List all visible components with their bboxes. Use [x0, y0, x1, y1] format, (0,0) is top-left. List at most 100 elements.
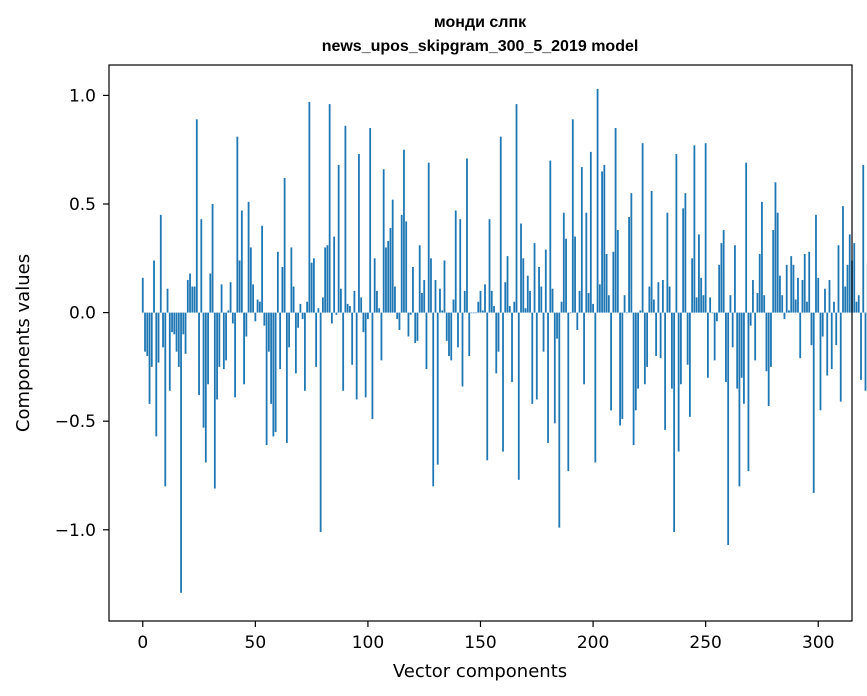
- bar-87: [337, 164, 340, 313]
- bar-269: [747, 312, 750, 472]
- bar-284: [781, 295, 784, 313]
- bar-267: [743, 312, 745, 404]
- bar-58: [272, 312, 275, 437]
- bar-301: [819, 312, 822, 411]
- bar-4: [150, 312, 153, 367]
- bar-147: [472, 312, 475, 314]
- bar-103: [373, 258, 376, 313]
- bar-196: [583, 312, 585, 385]
- bar-255: [716, 312, 718, 322]
- bar-313: [846, 264, 849, 313]
- bar-137: [450, 312, 453, 361]
- bar-179: [544, 249, 547, 313]
- bar-193: [576, 312, 579, 330]
- chart-title-line1: монди слпк: [434, 14, 527, 31]
- bar-211: [616, 230, 619, 313]
- bar-78: [317, 308, 320, 313]
- bar-280: [772, 230, 775, 313]
- bar-158: [497, 312, 500, 352]
- bar-233: [666, 212, 669, 313]
- bar-129: [432, 312, 435, 487]
- bar-241: [684, 193, 687, 313]
- bar-14: [173, 312, 176, 335]
- bar-167: [517, 312, 520, 480]
- bar-249: [702, 295, 705, 313]
- bar-118: [407, 312, 410, 337]
- bar-124: [421, 293, 423, 313]
- y-tick-label: 1.0: [69, 86, 96, 106]
- bar-85: [333, 236, 336, 313]
- bar-240: [682, 208, 685, 313]
- bar-205: [603, 164, 606, 313]
- bar-125: [423, 280, 426, 313]
- y-tick-label: 0.0: [69, 304, 96, 324]
- bar-299: [815, 214, 817, 313]
- bar-11: [166, 288, 169, 313]
- bar-49: [252, 284, 254, 313]
- bar-32: [213, 312, 216, 489]
- bar-201: [594, 312, 597, 463]
- bar-76: [312, 258, 315, 313]
- bar-35: [220, 284, 223, 313]
- bar-303: [824, 288, 826, 313]
- bar-264: [736, 312, 739, 389]
- bar-43: [238, 260, 241, 313]
- bar-166: [515, 104, 518, 313]
- bar-114: [398, 312, 401, 330]
- bar-236: [673, 312, 676, 532]
- bar-207: [607, 295, 610, 313]
- bar-263: [734, 245, 736, 313]
- x-tick-label: 0: [137, 633, 148, 653]
- bar-192: [574, 236, 576, 313]
- bar-67: [292, 286, 295, 313]
- bar-235: [670, 312, 673, 389]
- bar-16: [177, 312, 180, 367]
- bar-288: [790, 256, 793, 313]
- bar-278: [767, 312, 770, 406]
- x-tick-label: 100: [352, 633, 384, 653]
- x-tick-label: 250: [689, 633, 721, 653]
- y-tick-label: −1.0: [55, 521, 96, 541]
- bar-56: [267, 312, 270, 352]
- bar-13: [171, 312, 173, 333]
- bar-82: [326, 245, 329, 313]
- bar-295: [806, 301, 808, 313]
- bar-81: [324, 247, 327, 313]
- bar-177: [540, 286, 543, 313]
- bar-60: [276, 251, 279, 313]
- bar-238: [677, 312, 680, 452]
- bar-171: [526, 275, 529, 313]
- bar-63: [283, 177, 286, 313]
- bar-257: [720, 243, 723, 313]
- bar-146: [470, 312, 473, 314]
- bar-65: [288, 312, 291, 348]
- bar-184: [556, 312, 558, 339]
- x-axis-label: Vector components: [393, 661, 567, 682]
- bar-277: [765, 312, 768, 372]
- bar-116: [403, 149, 405, 313]
- bar-122: [416, 312, 419, 341]
- bar-163: [508, 306, 511, 313]
- bar-75: [310, 262, 313, 313]
- bar-0: [141, 277, 144, 313]
- bar-44: [240, 210, 243, 313]
- bar-59: [274, 312, 277, 433]
- bar-175: [535, 312, 538, 400]
- bar-70: [299, 303, 302, 313]
- bar-54: [263, 312, 266, 326]
- bar-242: [686, 312, 689, 365]
- bar-195: [580, 167, 583, 313]
- bar-272: [754, 312, 757, 361]
- bar-197: [585, 212, 588, 313]
- bar-217: [630, 193, 633, 313]
- bar-262: [731, 312, 734, 348]
- bar-139: [454, 210, 457, 313]
- bar-36: [222, 312, 225, 370]
- bar-216: [628, 217, 630, 313]
- bar-254: [713, 312, 716, 361]
- bar-148: [475, 312, 477, 314]
- bar-141: [459, 219, 462, 313]
- bar-289: [792, 264, 795, 313]
- bar-214: [623, 295, 626, 313]
- bar-186: [560, 301, 563, 313]
